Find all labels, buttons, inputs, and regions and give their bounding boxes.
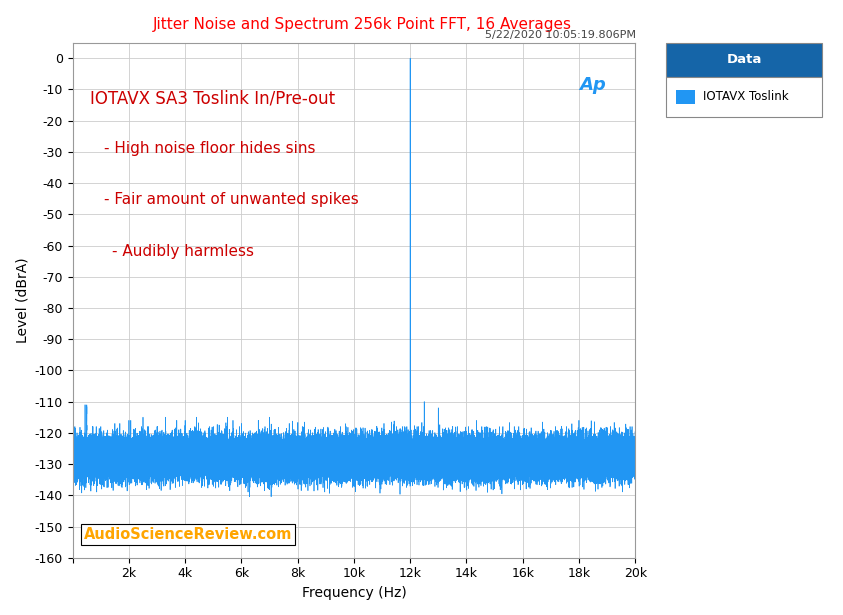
- Text: - Fair amount of unwanted spikes: - Fair amount of unwanted spikes: [104, 192, 358, 207]
- Text: - High noise floor hides sins: - High noise floor hides sins: [104, 141, 315, 156]
- Text: Data: Data: [727, 54, 761, 66]
- Text: AudioScienceReview.com: AudioScienceReview.com: [84, 527, 293, 542]
- Text: IOTAVX Toslink: IOTAVX Toslink: [703, 90, 789, 103]
- Text: Jitter Noise and Spectrum 256k Point FFT, 16 Averages: Jitter Noise and Spectrum 256k Point FFT…: [153, 17, 572, 32]
- X-axis label: Frequency (Hz): Frequency (Hz): [302, 586, 406, 600]
- Text: IOTAVX SA3 Toslink In/Pre-out: IOTAVX SA3 Toslink In/Pre-out: [89, 89, 335, 107]
- Y-axis label: Level (dBrA): Level (dBrA): [15, 258, 29, 343]
- Text: 5/22/2020 10:05:19.806PM: 5/22/2020 10:05:19.806PM: [486, 30, 636, 39]
- Text: Ap: Ap: [580, 76, 606, 94]
- Text: - Audibly harmless: - Audibly harmless: [112, 244, 254, 258]
